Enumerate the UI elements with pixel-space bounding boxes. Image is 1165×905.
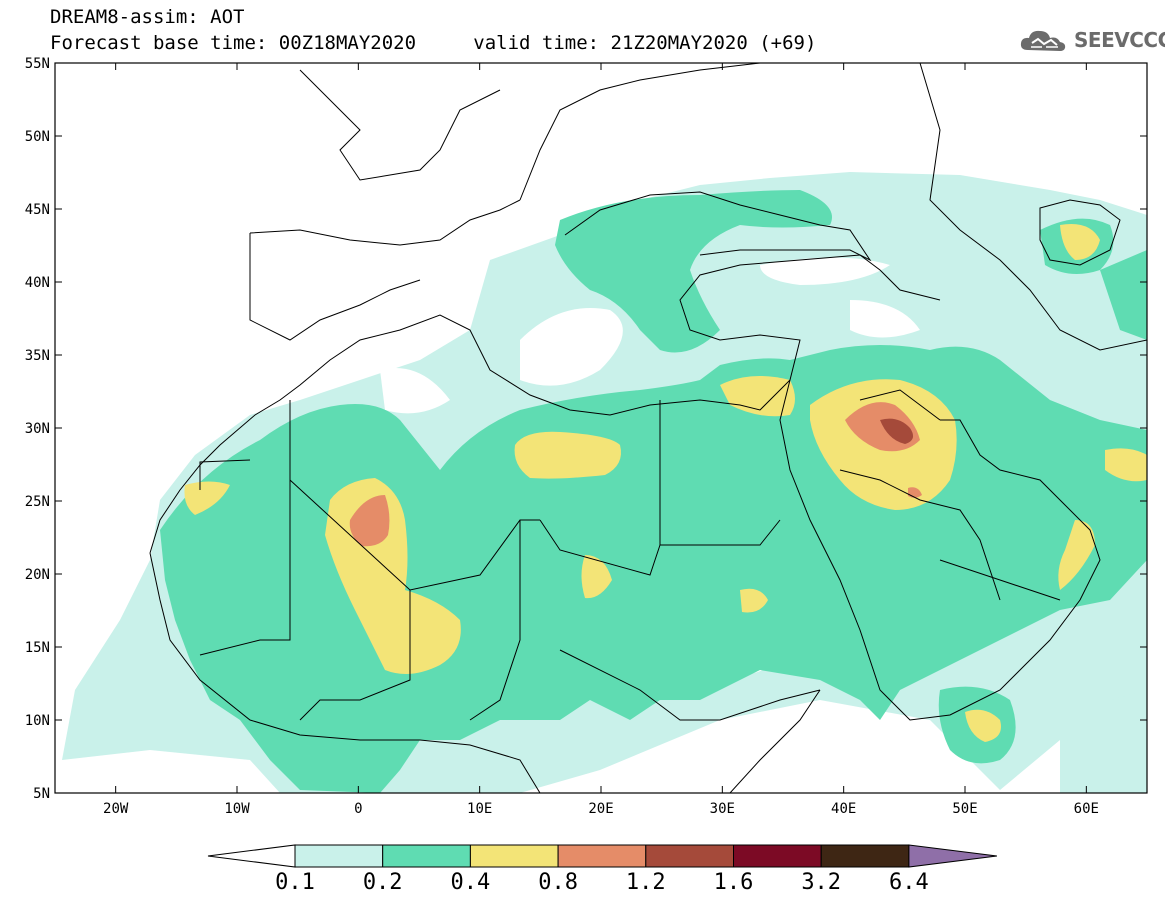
lon-tick-label: 20W (103, 801, 129, 817)
lat-tick-label: 15N (25, 640, 50, 656)
base-time-label: Forecast base time: 00Z18MAY2020 (50, 32, 417, 54)
cloud-icon (1020, 30, 1066, 51)
seevccc-logo: SEEVCCC (1018, 26, 1165, 54)
colorbar-swatch (557, 844, 647, 868)
colorbar-swatch (645, 844, 734, 868)
lon-tick-label: 30E (710, 801, 735, 817)
colorbar-level-label: 1.2 (626, 870, 666, 895)
lat-tick-label: 40N (25, 275, 50, 291)
colorbar-swatch (733, 844, 822, 868)
lon-tick-label: 50E (952, 801, 977, 817)
lon-tick-label: 0 (354, 801, 362, 817)
time-title: Forecast base time: 00Z18MAY2020 valid t… (50, 32, 816, 54)
colorbar-level-label: 0.1 (275, 870, 315, 895)
colorbar-level-label: 0.8 (538, 870, 578, 895)
lon-tick-label: 20E (588, 801, 613, 817)
lat-tick-label: 35N (25, 348, 50, 364)
colorbar-level-label: 0.2 (363, 870, 403, 895)
lat-tick-label: 30N (25, 421, 50, 437)
colorbar-under-arrow (207, 844, 296, 868)
colorbar-level-label: 6.4 (889, 870, 929, 895)
lat-tick-label: 45N (25, 202, 50, 218)
colorbar-over-arrow (908, 844, 997, 868)
coastlines-borders (149, 63, 1147, 793)
colorbar-level-label: 1.6 (714, 870, 754, 895)
model-title: DREAM8-assim: AOT (50, 6, 245, 28)
colorbar-level-label: 0.4 (451, 870, 491, 895)
lat-tick-label: 55N (25, 56, 50, 72)
lat-tick-label: 5N (33, 786, 50, 802)
valid-time-label: valid time: 21Z20MAY2020 (+69) (473, 32, 817, 54)
colorbar-level-label: 3.2 (801, 870, 841, 895)
lon-tick-label: 60E (1074, 801, 1099, 817)
colorbar: 0.1 0.2 0.4 0.8 1.2 1.6 3.2 6.4 (207, 844, 997, 895)
lon-tick-label: 10E (467, 801, 492, 817)
lat-tick-label: 50N (25, 129, 50, 145)
lon-tick-label: 40E (831, 801, 856, 817)
aot-level-1-2 (880, 418, 914, 444)
colorbar-swatch (469, 844, 559, 868)
lat-tick-label: 10N (25, 713, 50, 729)
map-axes: 55N 50N 45N 40N 35N 30N 25N 20N 15N 10N 5N 20W 10W 0 1… (25, 56, 1147, 817)
lon-tick-label: 10W (224, 801, 250, 817)
colorbar-swatch (820, 844, 910, 868)
lat-tick-label: 25N (25, 494, 50, 510)
logo-text: SEEVCCC (1074, 28, 1165, 52)
lat-tick-label: 20N (25, 567, 50, 583)
colorbar-swatch (382, 844, 471, 868)
colorbar-swatch (294, 844, 384, 868)
